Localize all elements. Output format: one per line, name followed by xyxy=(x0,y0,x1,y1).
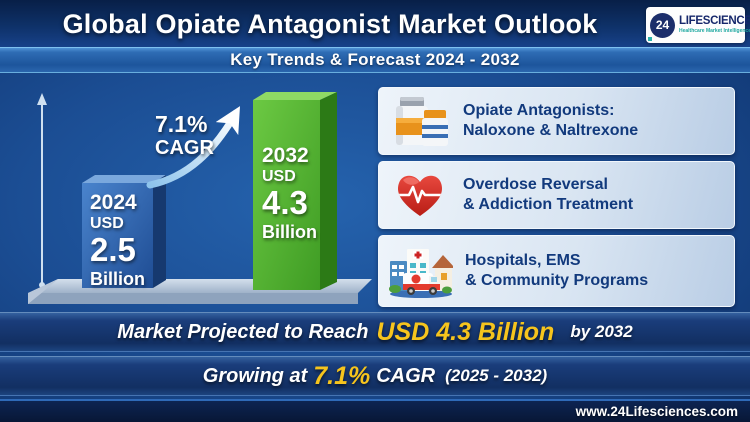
header: Global Opiate Antagonist Market Outlook … xyxy=(0,0,750,47)
bar-chart-graphic xyxy=(28,92,372,304)
card-line2: & Community Programs xyxy=(465,272,649,289)
card-text: Opiate Antagonists: Naloxone & Naltrexon… xyxy=(463,101,638,140)
logo-tagline: Healthcare Market Intelligence xyxy=(679,28,750,35)
hospital-ems-icon xyxy=(389,243,453,299)
card-text: Overdose Reversal & Addiction Treatment xyxy=(463,175,633,214)
growth-banner: Growing at 7.1% CAGR (2025 - 2032) xyxy=(0,356,750,396)
cagr-annotation: 7.1% CAGR xyxy=(155,111,214,159)
heart-pulse-icon xyxy=(389,170,451,220)
bar-value: 2.5 xyxy=(90,231,136,269)
projection-banner: Market Projected to Reach USD 4.3 Billio… xyxy=(0,312,750,352)
card-line1: Overdose Reversal xyxy=(463,176,608,194)
bar-value: 4.3 xyxy=(262,184,308,222)
growth-arrow xyxy=(146,106,241,189)
card-hospitals-ems: Hospitals, EMS & Community Programs xyxy=(378,235,735,307)
bar-year: 2024 xyxy=(90,191,137,214)
logo-text: LIFESCIENCES Healthcare Market Intellige… xyxy=(679,14,750,35)
card-line2: Naloxone & Naltrexone xyxy=(463,122,639,139)
logo-name: LIFESCIENCES xyxy=(679,14,750,27)
bar-2032 xyxy=(253,92,337,290)
bar-2024 xyxy=(82,175,166,288)
bar-label-2032: 2032 USD 4.3 Billion xyxy=(262,145,317,241)
logo-accent-dot xyxy=(648,37,652,41)
bar-currency: USD xyxy=(90,214,124,232)
page-title: Global Opiate Antagonist Market Outlook xyxy=(62,9,598,39)
bar-year: 2032 xyxy=(262,144,309,167)
medicine-bottles-icon xyxy=(389,94,451,148)
card-line2: & Addiction Treatment xyxy=(463,196,634,213)
bar-label-2024: 2024 USD 2.5 Billion xyxy=(90,192,145,288)
growth-metric: CAGR xyxy=(376,364,436,387)
company-logo[interactable]: 24 LIFESCIENCES Healthcare Market Intell… xyxy=(646,7,750,43)
card-opiate-antagonists: Opiate Antagonists: Naloxone & Naltrexon… xyxy=(378,87,735,155)
y-axis xyxy=(37,93,47,288)
card-overdose-reversal: Overdose Reversal & Addiction Treatment xyxy=(378,161,735,229)
subtitle-band: Key Trends & Forecast 2024 - 2032 xyxy=(0,47,750,73)
card-line1: Hospitals, EMS xyxy=(465,252,581,270)
card-line1: Opiate Antagonists: xyxy=(463,102,615,120)
growth-range: (2025 - 2032) xyxy=(445,366,548,385)
projection-highlight: USD 4.3 Billion xyxy=(376,317,555,346)
page-subtitle: Key Trends & Forecast 2024 - 2032 xyxy=(230,50,520,69)
footer: www.24Lifesciences.com xyxy=(0,399,750,422)
bar-currency: USD xyxy=(262,167,296,185)
growth-highlight: 7.1% xyxy=(313,361,371,390)
card-text: Hospitals, EMS & Community Programs xyxy=(465,251,648,290)
projection-suffix: by 2032 xyxy=(570,322,633,341)
growth-prefix: Growing at xyxy=(202,364,308,387)
bar-unit: Billion xyxy=(262,221,317,242)
cagr-value: 7.1% xyxy=(155,111,208,137)
logo-24-badge: 24 xyxy=(650,12,675,38)
website-link[interactable]: www.24Lifesciences.com xyxy=(575,404,738,419)
projection-prefix: Market Projected to Reach xyxy=(117,320,369,343)
bar-unit: Billion xyxy=(90,268,145,289)
cagr-metric: CAGR xyxy=(155,137,214,159)
info-cards: Opiate Antagonists: Naloxone & Naltrexon… xyxy=(378,87,735,307)
